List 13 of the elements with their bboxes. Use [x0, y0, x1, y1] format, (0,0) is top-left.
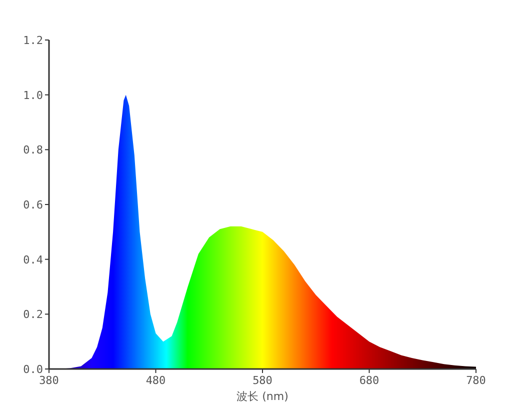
y-tick-label: 1.0	[23, 88, 43, 102]
x-tick-label: 380	[39, 374, 59, 387]
x-tick-label: 680	[359, 374, 380, 387]
x-tick-label: 780	[466, 374, 486, 387]
y-tick-label: 0.8	[23, 144, 43, 157]
x-tick-label: 480	[146, 374, 166, 387]
y-tick-label: 0.0	[23, 363, 43, 376]
y-tick-label: 0.2	[23, 308, 43, 322]
x-tick-label: 580	[252, 374, 272, 387]
x-axis-title: 波长 (nm)	[236, 390, 288, 403]
y-tick-label: 1.2	[23, 34, 43, 47]
y-tick-label: 0.6	[23, 198, 43, 212]
y-tick-label: 0.4	[23, 253, 44, 266]
